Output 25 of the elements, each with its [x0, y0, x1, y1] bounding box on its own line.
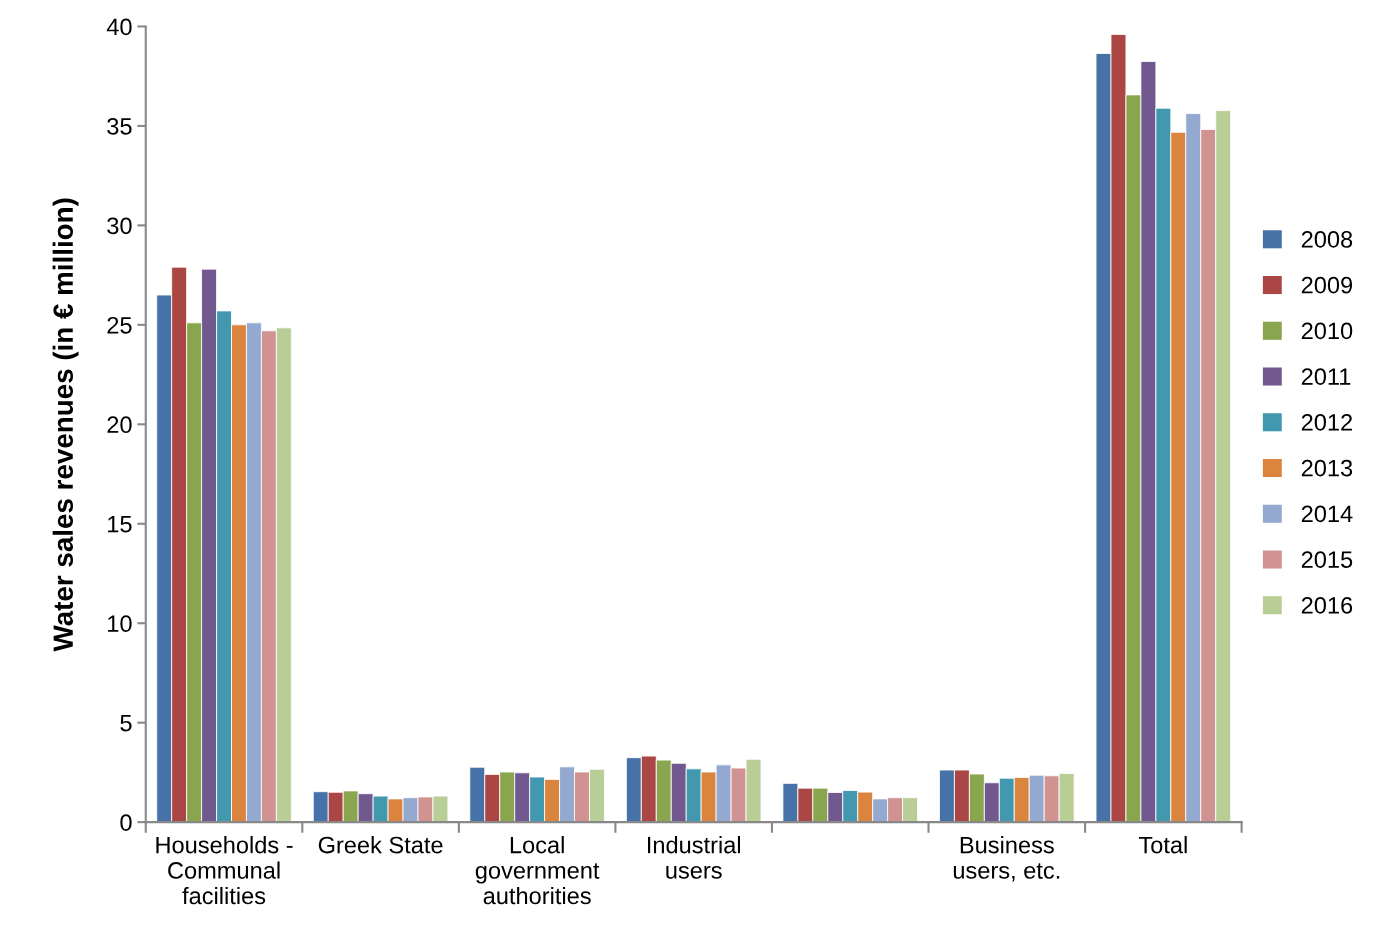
y-tick-label: 5: [120, 715, 132, 732]
y-tick-label: 0: [120, 814, 132, 831]
legend-label: 2010: [1301, 322, 1353, 340]
x-tick-label: Local government authorities: [475, 836, 600, 905]
x-tick-label: Industrial users: [647, 836, 741, 879]
y-tick-label: 25: [107, 316, 132, 334]
x-tick-label: Total: [1138, 836, 1187, 854]
y-axis-title: Water sales revenues (in € million): [52, 198, 79, 652]
legend-label: 2013: [1301, 459, 1353, 477]
legend-label: 2009: [1301, 276, 1353, 294]
y-tick-label: 30: [107, 217, 132, 235]
legend-label: 2015: [1301, 551, 1353, 568]
x-tick-label: Households - Communal facilities: [156, 836, 293, 905]
x-tick-label: Business users, etc.: [953, 836, 1060, 882]
legend-label: 2016: [1301, 596, 1353, 614]
legend-label: 2014: [1301, 505, 1353, 523]
y-tick-label: 35: [107, 117, 132, 135]
y-tick-label: 15: [108, 516, 132, 533]
legend-label: 2012: [1301, 413, 1352, 431]
legend-label: 2011: [1301, 368, 1351, 385]
y-tick-label: 10: [108, 615, 132, 633]
legend-label: 2008: [1301, 231, 1353, 248]
y-tick-label: 20: [107, 416, 132, 434]
y-tick-label: 40: [106, 18, 132, 36]
x-tick-label: Greek State: [318, 836, 443, 854]
